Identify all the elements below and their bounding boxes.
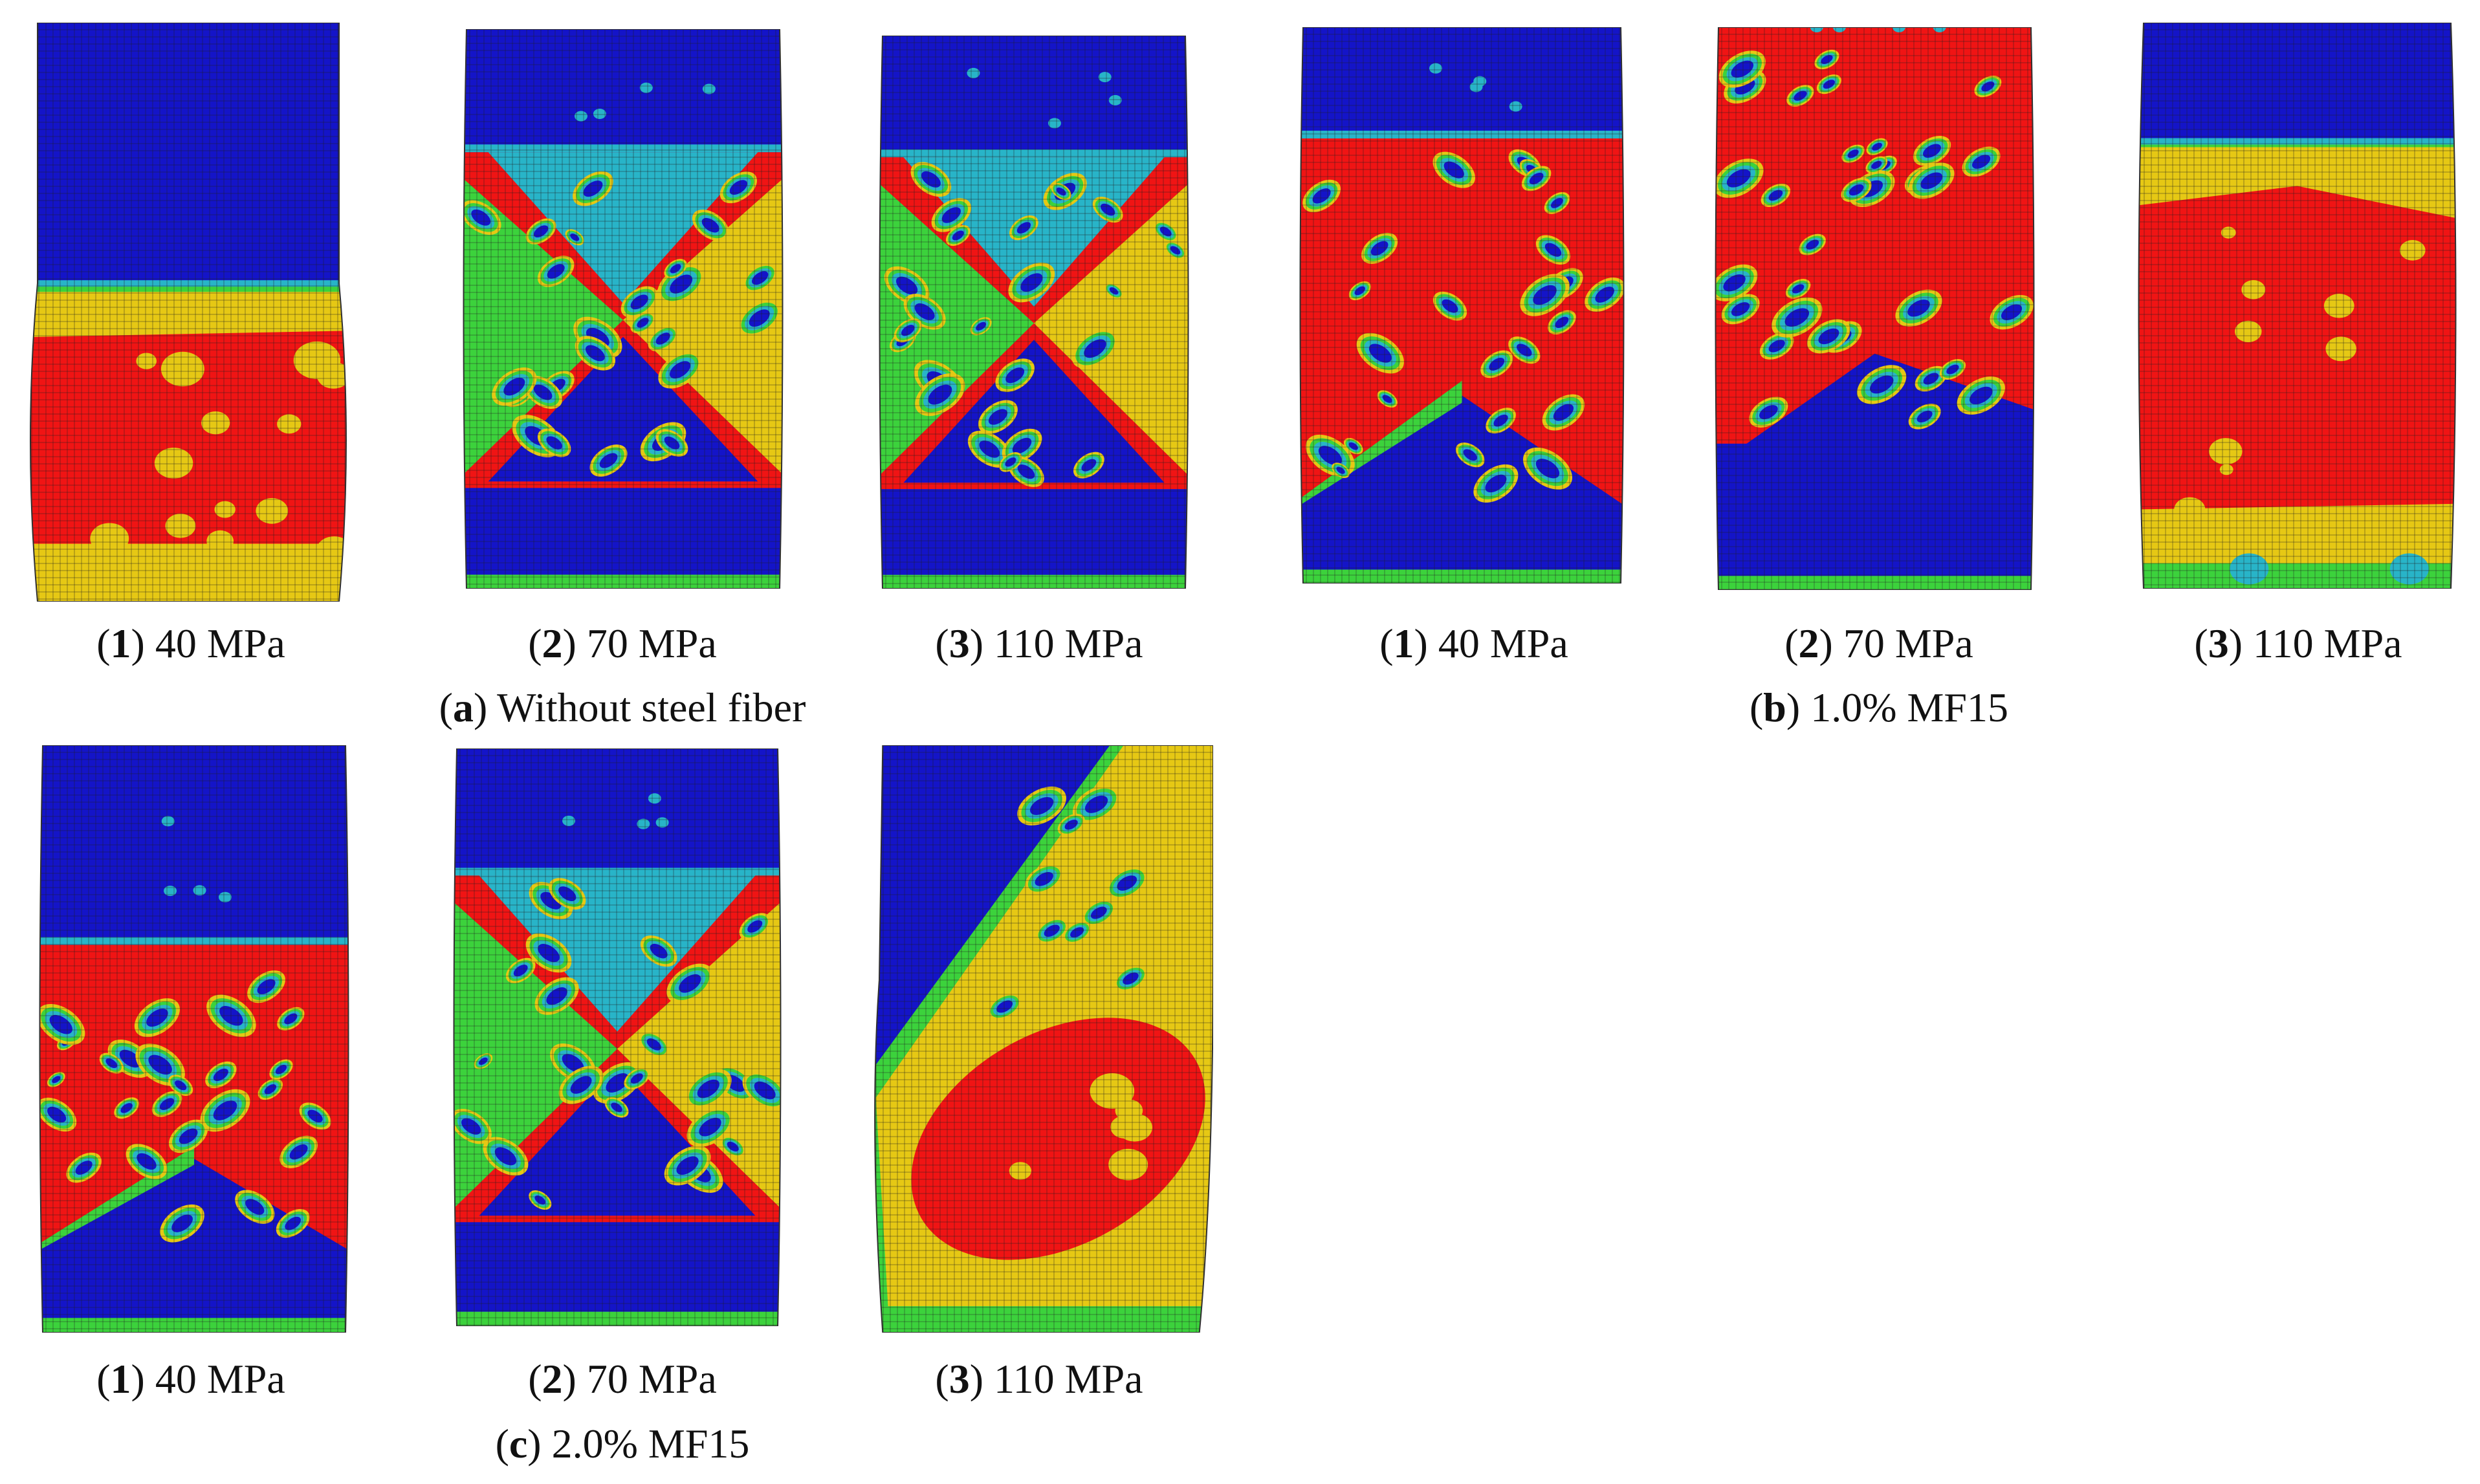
caption-a1: (1) 40 MPa: [96, 620, 285, 666]
damage-contour-c2: [453, 748, 782, 1326]
specimen-a1: [25, 23, 352, 602]
caption-c1: (1) 40 MPa: [96, 1356, 285, 1402]
damage-contour-a2: [463, 29, 784, 589]
damage-contour-c3: [874, 745, 1213, 1333]
damage-contour-b2: [1715, 27, 2035, 590]
caption-b2: (2) 70 MPa: [1784, 620, 1973, 666]
caption-c2: (2) 70 MPa: [528, 1356, 717, 1402]
specimen-b2: [1715, 27, 2035, 590]
caption-b1: (1) 40 MPa: [1379, 620, 1568, 666]
caption-b3: (3) 110 MPa: [2194, 620, 2402, 666]
group-caption-b: (b) 1.0% MF15: [1749, 684, 2009, 730]
specimen-b3: [2137, 23, 2457, 589]
specimen-c1: [39, 745, 349, 1333]
caption-a3: (3) 110 MPa: [935, 620, 1143, 666]
damage-contour-a3: [879, 36, 1189, 589]
group-caption-a: (a) Without steel fiber: [439, 684, 806, 730]
damage-contour-b1: [1299, 27, 1625, 584]
damage-contour-a1: [30, 23, 347, 602]
specimen-c2: [453, 748, 782, 1326]
group-caption-c: (c) 2.0% MF15: [495, 1421, 750, 1467]
damage-contour-b3: [2138, 23, 2457, 589]
caption-c3: (3) 110 MPa: [935, 1356, 1143, 1402]
specimen-a3: [879, 36, 1189, 589]
specimen-a2: [463, 29, 784, 589]
caption-a2: (2) 70 MPa: [528, 620, 717, 666]
specimen-c3: [869, 745, 1213, 1333]
specimen-b1: [1299, 27, 1625, 584]
damage-contour-c1: [39, 745, 349, 1333]
